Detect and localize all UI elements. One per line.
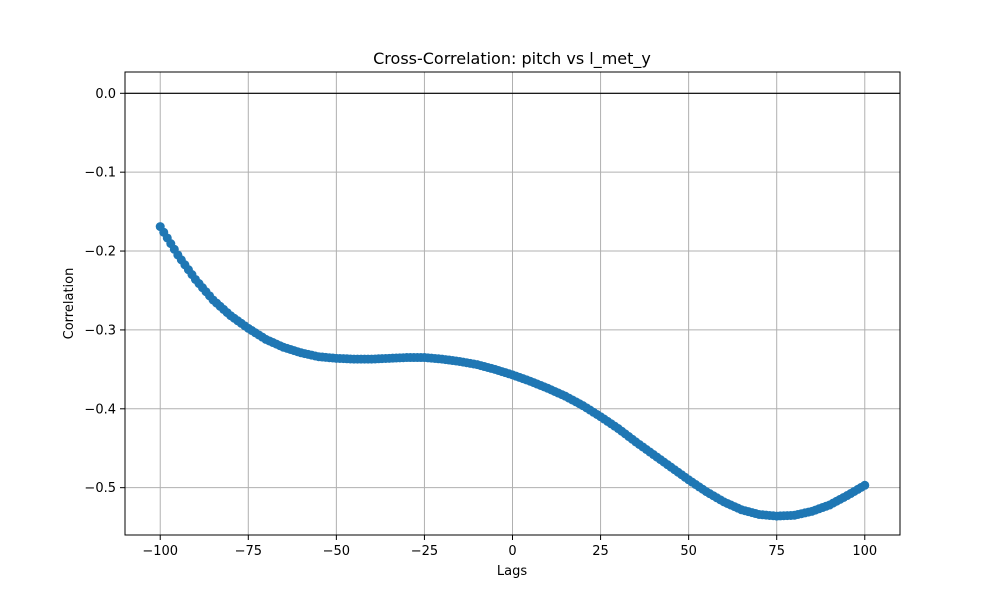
y-tick-label: −0.5 bbox=[84, 481, 116, 496]
y-tick-label: 0.0 bbox=[95, 87, 116, 102]
y-tick-label: −0.2 bbox=[84, 245, 116, 260]
x-tick-label: −75 bbox=[235, 544, 262, 559]
x-tick-label: 75 bbox=[768, 544, 785, 559]
x-axis-label: Lags bbox=[497, 564, 527, 579]
chart-title: Cross-Correlation: pitch vs l_met_y bbox=[373, 49, 651, 69]
data-layer bbox=[155, 222, 870, 521]
y-tick-label: −0.1 bbox=[84, 166, 116, 181]
x-tick-label: 100 bbox=[852, 544, 877, 559]
x-tick-label: −25 bbox=[411, 544, 438, 559]
y-tick-label: −0.3 bbox=[84, 323, 116, 338]
x-tick-label: −100 bbox=[142, 544, 178, 559]
y-axis-label: Correlation bbox=[62, 268, 77, 340]
y-tick-label: −0.4 bbox=[84, 402, 116, 417]
x-tick-label: 25 bbox=[592, 544, 609, 559]
data-point bbox=[860, 480, 870, 490]
x-tick-label: 0 bbox=[508, 544, 516, 559]
x-tick-label: 50 bbox=[680, 544, 697, 559]
x-tick-label: −50 bbox=[323, 544, 350, 559]
tick-layer: −100 −75 −50 −25 0 25 50 75 100 0.0 −0.1 −0.2 −0.3 −0… bbox=[84, 87, 877, 559]
